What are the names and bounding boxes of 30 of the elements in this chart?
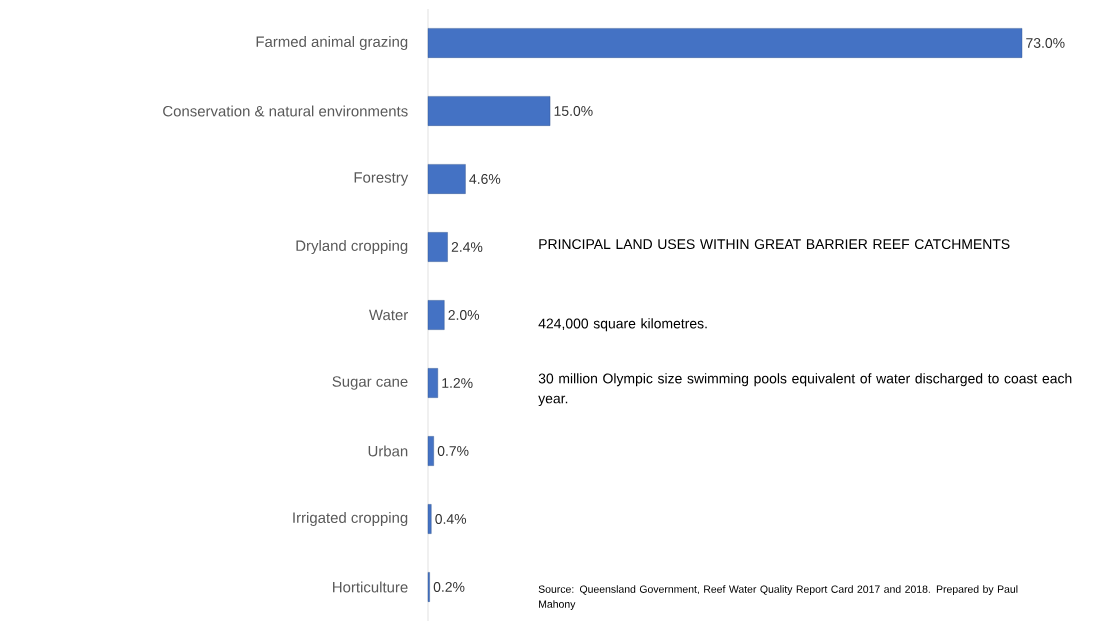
annotation: 30 million Olympic size swimming pools equivalent of water discharged to coast each year. xyxy=(538,373,1072,407)
data-label: 15.0% xyxy=(554,106,593,116)
data-label: 0.2% xyxy=(433,582,465,592)
y-tick-label: Urban xyxy=(368,445,408,457)
bar xyxy=(427,436,434,466)
y-tick-label: Horticulture xyxy=(333,581,408,593)
y-tick-label: Sugar cane xyxy=(332,376,408,390)
y-tick-label: Irrigated cropping xyxy=(293,512,408,526)
text: PRINCIPAL LAND USES WITHIN GREAT BARRIER REEF CATCHMENTS xyxy=(539,239,1010,250)
bar xyxy=(427,300,445,330)
bar xyxy=(427,28,1023,58)
y-tick-label: Water xyxy=(368,309,408,321)
data-label: 1.2% xyxy=(442,378,473,388)
data-label: 2.0% xyxy=(448,310,480,320)
y-tick-label: Conservation & natural environments xyxy=(163,105,408,117)
bar xyxy=(427,368,438,398)
annotation: 424,000 square kilometres. xyxy=(538,318,707,332)
data-label: 2.4% xyxy=(451,242,483,252)
bar xyxy=(427,164,466,194)
bar xyxy=(427,504,432,534)
data-label: 4.6% xyxy=(469,174,501,184)
bar xyxy=(427,96,551,126)
y-tick-label: Forestry xyxy=(354,172,409,186)
data-label: 0.7% xyxy=(437,446,469,456)
bar xyxy=(427,232,448,262)
y-tick-label: Farmed animal grazing xyxy=(256,36,408,50)
y-tick-label: Dryland cropping xyxy=(296,240,408,254)
data-label: 73.0% xyxy=(1026,38,1065,48)
data-label: 0.4% xyxy=(435,514,467,524)
annotation: Source: Queensland Government, Reef Water Quality Report Card 2017 and 2018. Prepared by Paul Mahony xyxy=(538,585,1018,610)
